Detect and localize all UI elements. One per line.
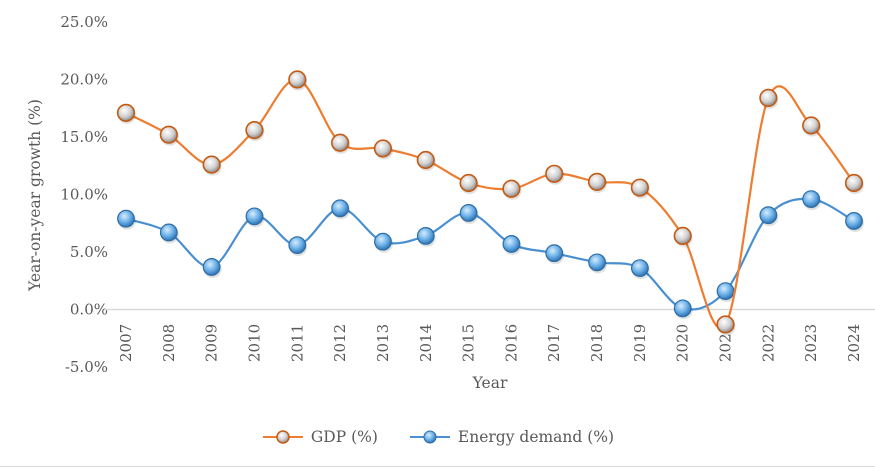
gdp-data-point[interactable] [630,178,649,197]
y-tick-label: 5.0% [70,243,108,261]
gdp-data-point[interactable] [373,139,393,158]
energy-data-point[interactable] [245,207,264,226]
x-tick-label: 2016 [502,324,520,362]
gdp-data-point[interactable] [288,70,307,89]
gdp-data-point[interactable] [673,226,692,245]
legend-label-energy: Energy demand (%) [457,428,615,446]
energy-data-point[interactable] [159,223,178,242]
gdp-data-point[interactable] [116,103,136,122]
x-tick-label: 2020 [674,324,692,362]
x-axis-title: Year [472,374,508,392]
energy-data-point[interactable] [759,206,778,225]
energy-data-point[interactable] [673,299,692,318]
energy-line [125,197,855,311]
series-layer [116,70,864,336]
gdp-data-point[interactable] [159,125,178,144]
x-tick-label: 2022 [759,324,777,362]
x-tick-label: 2017 [545,324,563,362]
energy-data-point[interactable] [716,282,735,301]
x-tick-label: 2007 [117,324,135,362]
x-tick-label: 2015 [460,324,478,362]
energy-data-point[interactable] [459,203,478,222]
gdp-data-point[interactable] [202,155,221,174]
gdp-data-point[interactable] [759,88,778,107]
energy-data-point[interactable] [331,199,350,218]
energy-data-point[interactable] [202,258,221,276]
energy-data-point[interactable] [288,236,307,255]
gdp-line [125,78,855,330]
x-tick-label: 2024 [845,324,863,362]
gdp-data-point[interactable] [502,179,521,198]
energy-data-point[interactable] [374,232,392,251]
series-energy [117,190,864,320]
gdp-data-point[interactable] [545,164,564,183]
y-tick-label: -5.0% [65,358,108,376]
legend-item-gdp[interactable]: GDP (%) [261,428,378,446]
gdp-data-point[interactable] [331,133,350,152]
energy-legend-marker-icon [409,430,450,444]
gdp-data-point[interactable] [844,173,864,193]
x-tick-label: 2013 [374,324,392,362]
x-tick-label: 2018 [588,324,606,362]
x-tick-label: 2023 [802,324,820,362]
series-gdp [116,70,864,336]
x-tick-label: 2008 [160,324,178,362]
gdp-data-point[interactable] [459,173,478,193]
y-axis-title: Year-on-year growth (%) [26,99,44,292]
x-axis-ticks: 2007 2008 2009 2010 2011 2012 2013 2014 2015 2016… [117,324,863,362]
gdp-data-point[interactable] [245,121,264,140]
legend-item-energy[interactable]: Energy demand (%) [408,428,614,446]
gdp-legend-marker-icon [262,430,303,444]
gdp-data-point[interactable] [416,150,435,170]
energy-data-point[interactable] [630,259,649,278]
energy-data-point[interactable] [416,226,435,245]
energy-data-point[interactable] [117,209,135,228]
energy-data-point[interactable] [588,253,606,272]
x-tick-label: 2011 [288,324,306,362]
x-tick-label: 2014 [417,324,435,362]
x-tick-label: 2009 [203,324,221,362]
y-tick-label: 25.0% [60,13,108,31]
gdp-data-point[interactable] [802,116,821,135]
energy-data-point[interactable] [845,212,863,230]
y-tick-label: 0.0% [70,301,108,319]
y-axis-ticks: -5.0% 0.0% 5.0% 10.0% 15.0% 20.0% 25.0% [60,13,108,376]
energy-data-point[interactable] [802,190,821,209]
x-tick-label: 2021 [717,324,735,362]
y-tick-label: 20.0% [60,71,108,89]
x-tick-label: 2012 [331,324,349,362]
x-tick-label: 2010 [245,324,263,362]
energy-data-point[interactable] [545,244,564,263]
legend: GDP (%) Energy demand (%) [0,425,875,449]
energy-data-point[interactable] [502,235,521,253]
y-tick-label: 10.0% [60,186,108,204]
bottom-border [0,466,875,467]
gdp-data-point[interactable] [716,315,735,334]
gdp-data-point[interactable] [587,172,607,191]
legend-label-gdp: GDP (%) [310,428,378,446]
y-tick-label: 15.0% [60,128,108,146]
x-tick-label: 2019 [631,324,649,362]
